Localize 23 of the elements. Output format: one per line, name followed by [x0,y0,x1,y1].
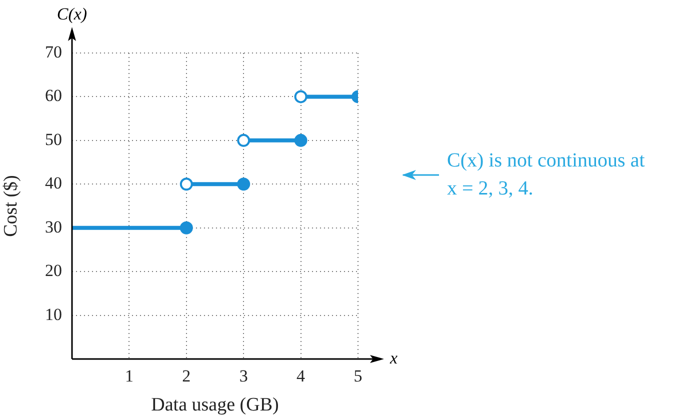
point [237,178,250,191]
y-tick-label: 10 [45,304,62,324]
y-tick-label: 40 [45,174,62,193]
y-tick-label: 20 [45,261,62,280]
point [294,134,308,147]
y-tick-label: 60 [45,86,62,106]
y-tick-label: 50 [45,130,62,149]
point [237,134,250,147]
x-axis-title: Data usage (GB) [151,394,279,416]
point [180,178,193,191]
x-tick-label: 1 [124,366,134,386]
text: C(x) [56,4,88,24]
x-tick-label: 3 [239,366,248,386]
x-tick-label: 2 [182,366,191,386]
y-axis-title: Cost ($) [0,175,22,237]
x-tick-label: 5 [354,366,362,386]
text: x [389,348,398,368]
x-tick-label: 4 [296,366,306,386]
point [294,90,308,104]
y-tick-label: 70 [45,42,62,62]
y-tick-label: 30 [45,217,62,236]
text: C(x) is not continuous at x = 2, 3, 4. [447,149,646,200]
point [180,221,193,234]
